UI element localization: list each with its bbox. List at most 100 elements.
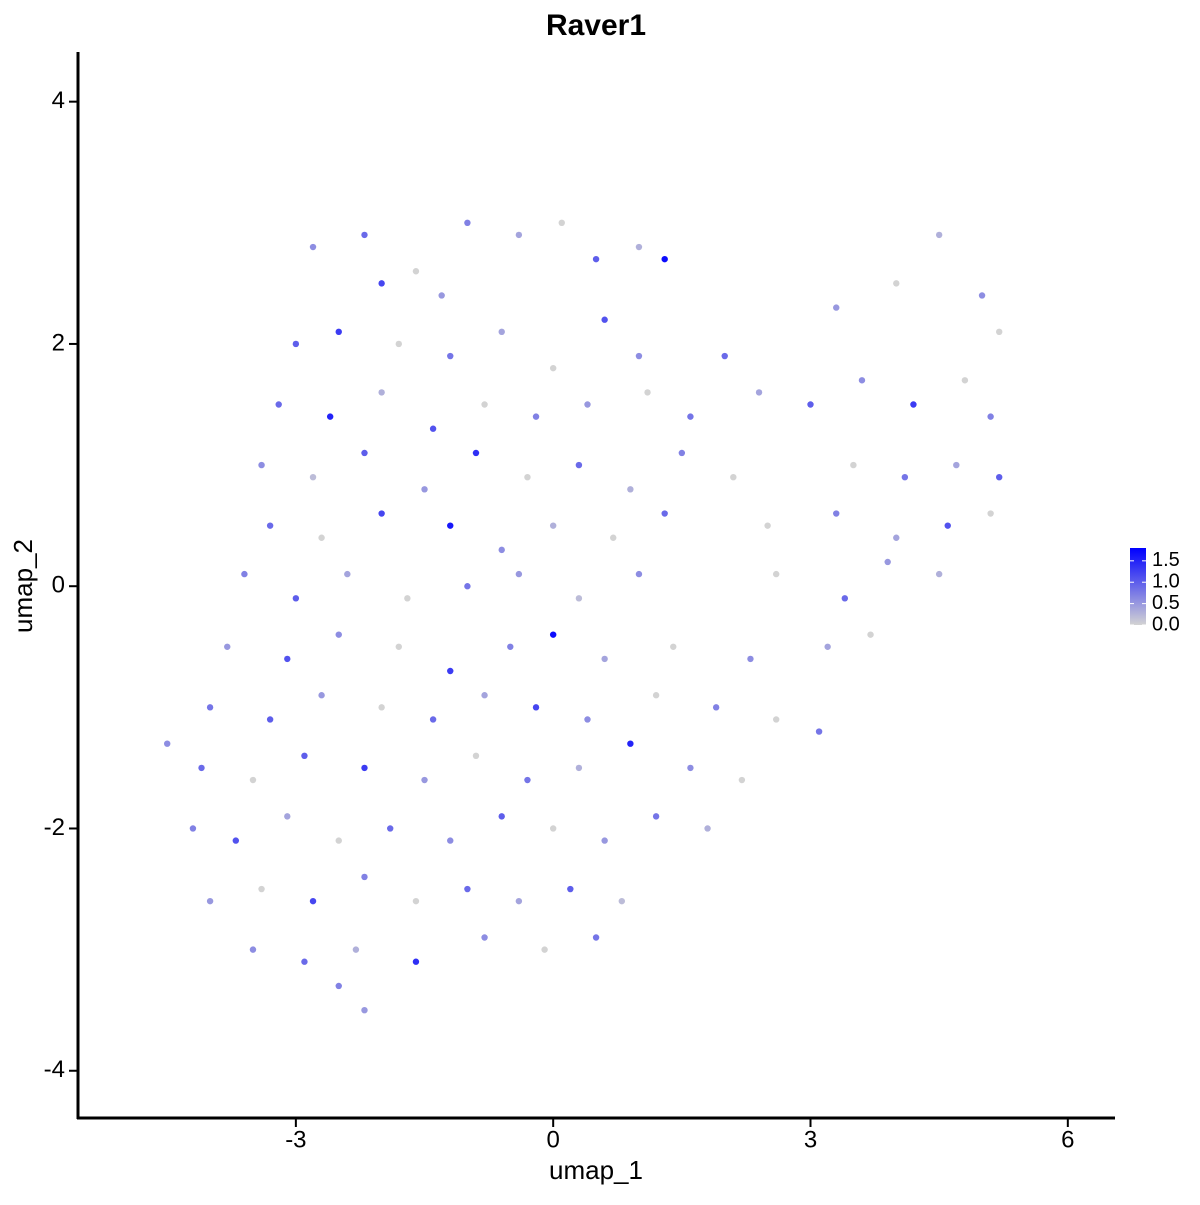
point (352, 946, 360, 953)
point (309, 243, 317, 251)
point (635, 352, 643, 360)
point (301, 752, 308, 760)
point (901, 473, 909, 481)
point (833, 304, 840, 311)
colorbar-tick-label: 0.0 (1152, 613, 1180, 635)
point (498, 328, 505, 336)
point (249, 776, 257, 784)
point (644, 389, 651, 396)
point (815, 728, 823, 735)
x-tick-label: 0 (547, 1126, 560, 1153)
point (893, 534, 900, 541)
point (361, 1006, 368, 1014)
point (592, 255, 600, 263)
point (730, 473, 737, 481)
point (755, 389, 763, 396)
point (292, 595, 300, 602)
point (558, 219, 565, 227)
point (987, 510, 994, 517)
point (661, 255, 668, 263)
point (601, 316, 608, 323)
point (987, 413, 994, 420)
point (206, 704, 214, 711)
y-axis-label: umap_2 (8, 539, 38, 633)
point (412, 897, 420, 905)
point (481, 401, 488, 408)
point (515, 231, 523, 239)
colorbar-tick-label: 1.0 (1152, 571, 1180, 593)
point (464, 583, 471, 590)
point (344, 570, 351, 578)
point (412, 268, 420, 275)
point (507, 643, 514, 650)
point (850, 461, 857, 469)
point (549, 522, 557, 529)
point (378, 704, 385, 711)
point (266, 716, 274, 723)
point (309, 897, 317, 905)
colorbar-tick-label: 0.5 (1152, 592, 1180, 614)
point (549, 825, 557, 832)
point (284, 655, 291, 663)
point (258, 461, 265, 469)
point (678, 449, 686, 457)
point (712, 704, 720, 711)
point (841, 595, 849, 602)
point (378, 389, 385, 396)
point (361, 449, 368, 457)
point (575, 595, 583, 602)
point (601, 655, 608, 663)
point (421, 486, 428, 493)
point (524, 473, 531, 481)
point (224, 643, 231, 650)
point (635, 570, 643, 578)
point (584, 401, 591, 408)
point (584, 716, 591, 723)
point (601, 837, 608, 844)
point (867, 631, 874, 638)
point (464, 219, 471, 227)
point (858, 377, 866, 384)
point (567, 885, 574, 893)
point (266, 522, 274, 529)
point (618, 897, 626, 905)
point (498, 546, 505, 554)
point (652, 692, 660, 699)
point (575, 461, 583, 469)
point (515, 897, 523, 905)
point (670, 643, 677, 650)
colorbar (1130, 548, 1146, 625)
point (335, 328, 342, 336)
x-tick-label: 3 (804, 1126, 817, 1153)
point (447, 352, 454, 360)
point (421, 776, 428, 784)
point (438, 292, 445, 299)
point (292, 340, 300, 348)
point (395, 643, 402, 650)
point (412, 958, 420, 965)
point (884, 558, 891, 566)
point (318, 534, 325, 541)
point (893, 280, 900, 287)
point (953, 461, 960, 469)
point (326, 413, 334, 420)
colorbar-tick-label: 1.5 (1152, 549, 1180, 571)
x-axis-label: umap_1 (549, 1155, 643, 1185)
point (284, 813, 291, 820)
chart-title: Raver1 (546, 9, 646, 42)
point (378, 510, 385, 517)
point (833, 510, 840, 517)
point (464, 885, 471, 893)
point (258, 885, 265, 893)
point (395, 340, 402, 348)
point (524, 776, 531, 784)
point (361, 764, 368, 772)
point (275, 401, 282, 408)
point (241, 570, 248, 578)
point (498, 813, 505, 820)
point (335, 631, 342, 638)
y-tick-label: 2 (52, 329, 65, 356)
point (944, 522, 951, 529)
point (429, 716, 437, 723)
